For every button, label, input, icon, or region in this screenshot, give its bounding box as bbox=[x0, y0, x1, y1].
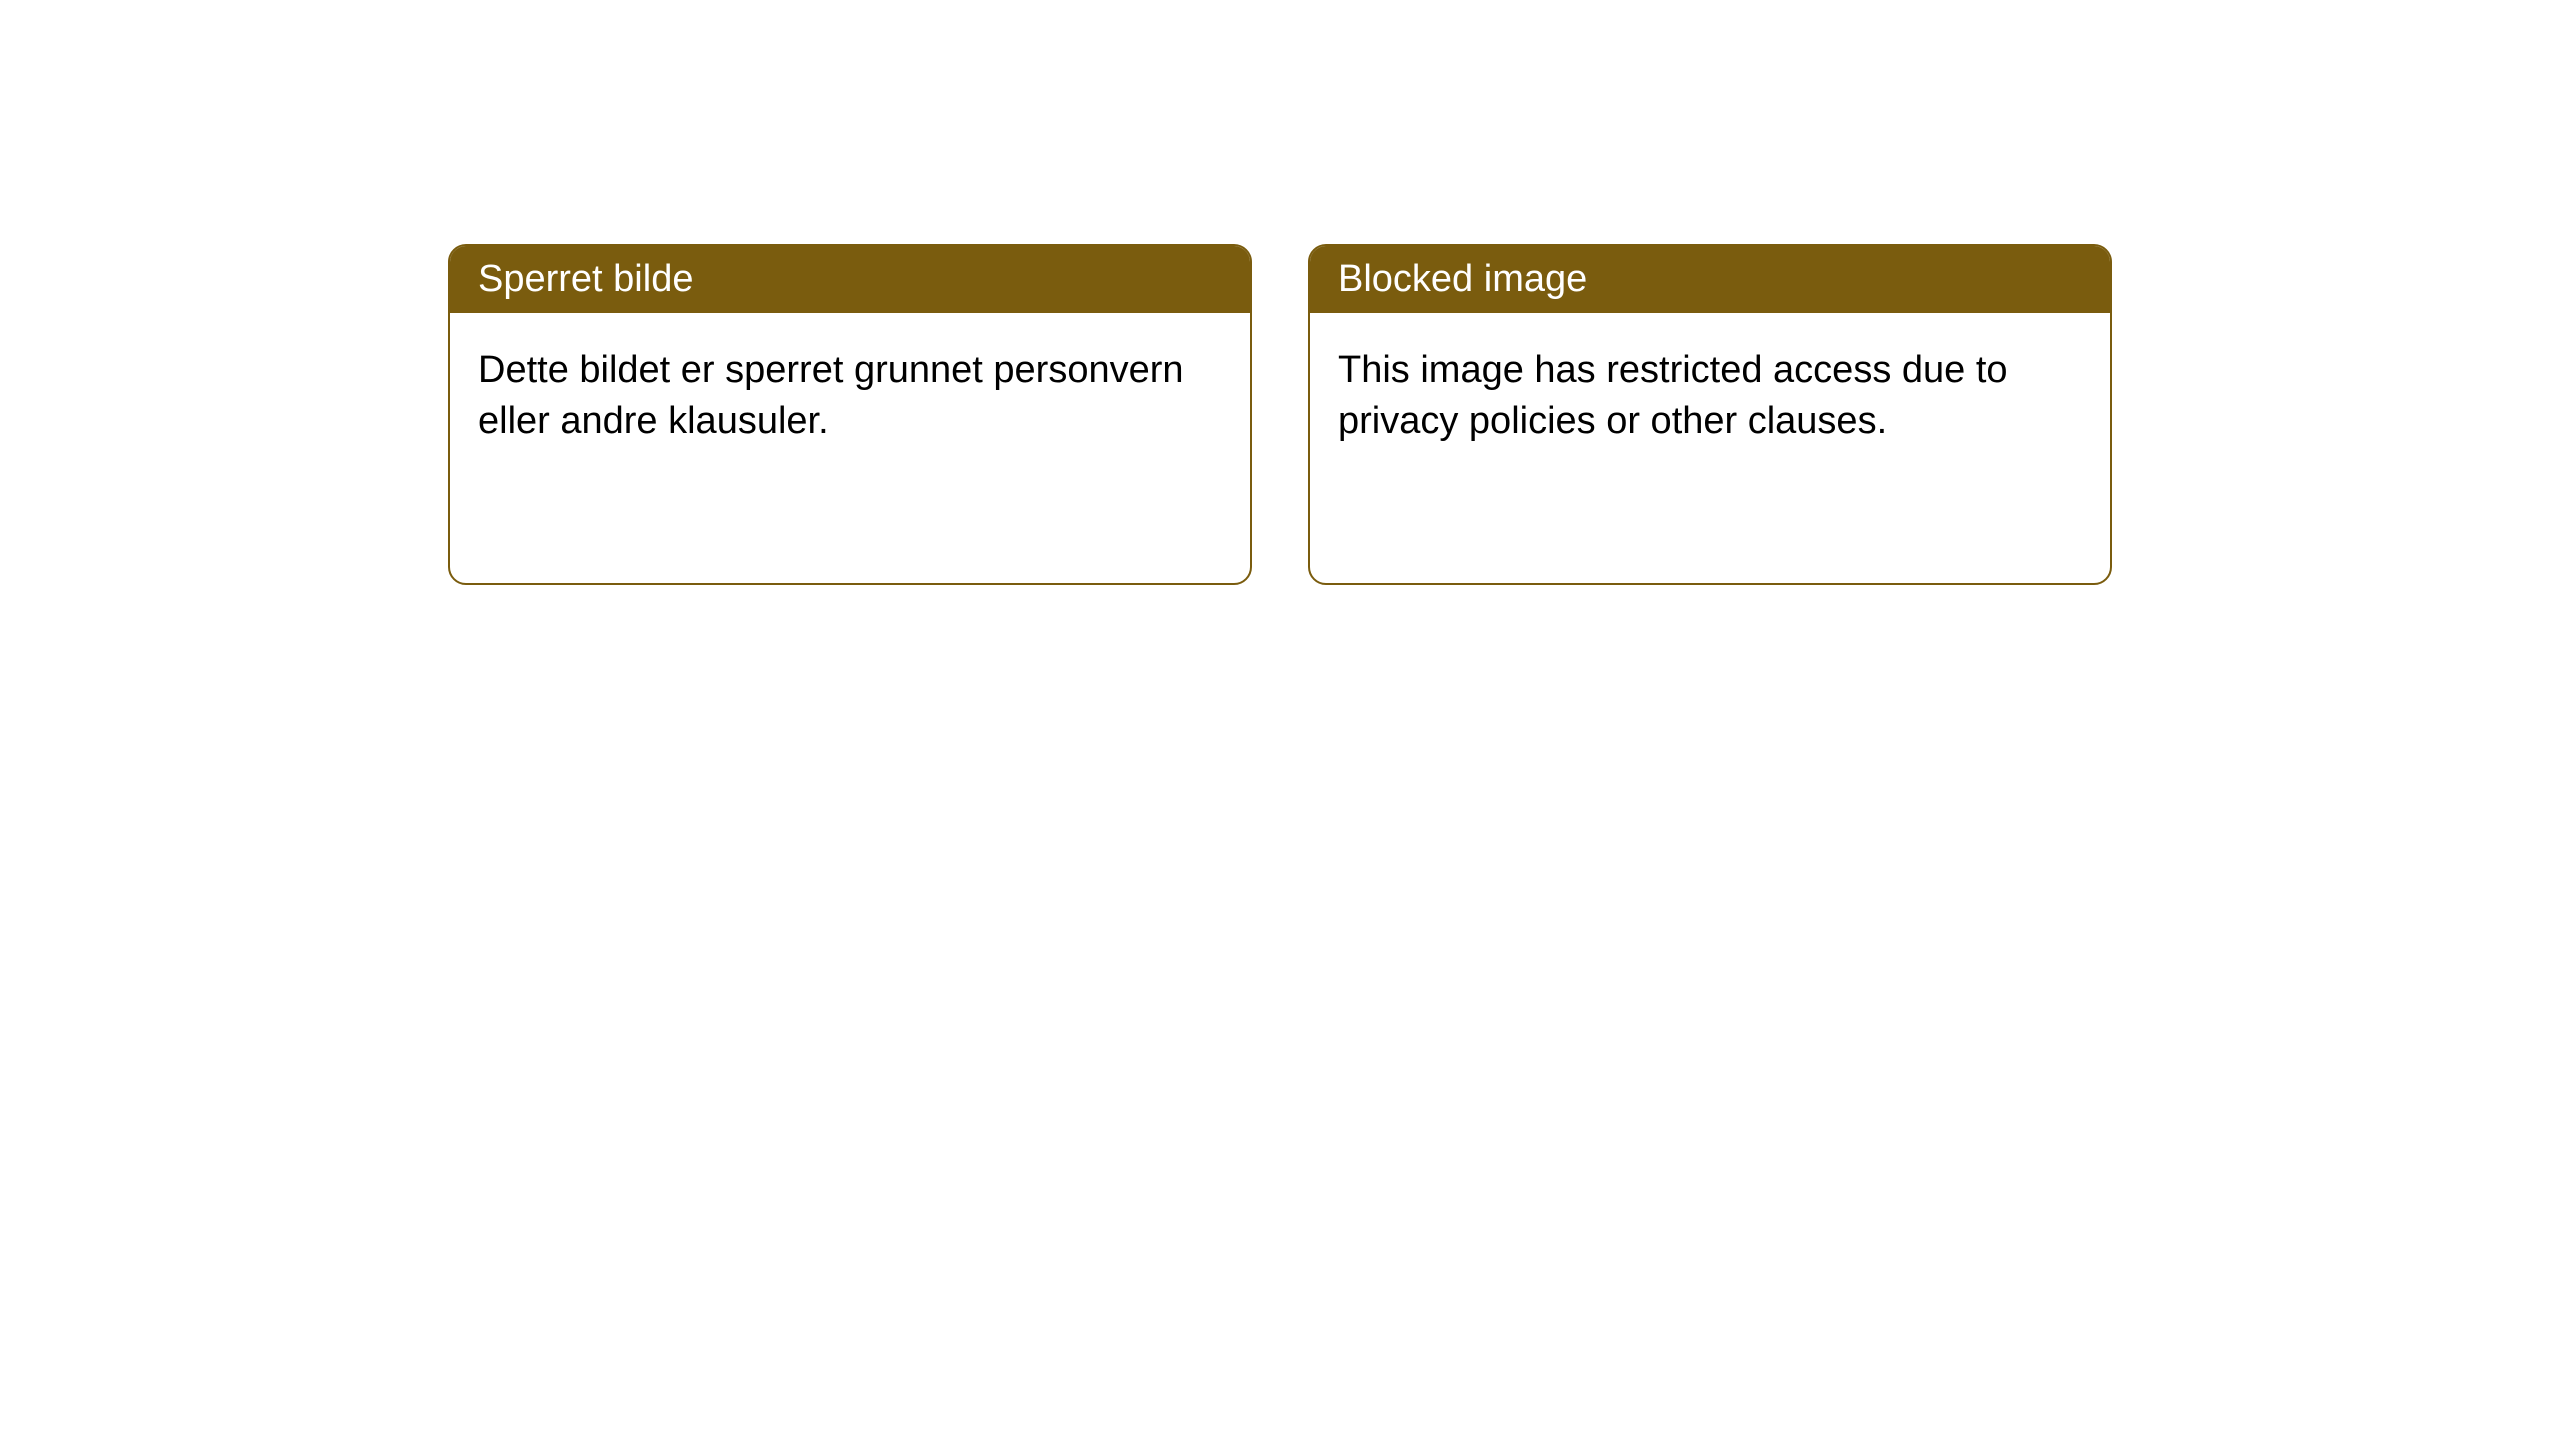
notice-box-english: Blocked image This image has restricted … bbox=[1308, 244, 2112, 585]
notice-box-norwegian: Sperret bilde Dette bildet er sperret gr… bbox=[448, 244, 1252, 585]
notice-header: Sperret bilde bbox=[450, 246, 1250, 313]
notice-body: This image has restricted access due to … bbox=[1310, 313, 2110, 583]
notice-container: Sperret bilde Dette bildet er sperret gr… bbox=[0, 0, 2560, 585]
notice-body: Dette bildet er sperret grunnet personve… bbox=[450, 313, 1250, 583]
notice-header: Blocked image bbox=[1310, 246, 2110, 313]
